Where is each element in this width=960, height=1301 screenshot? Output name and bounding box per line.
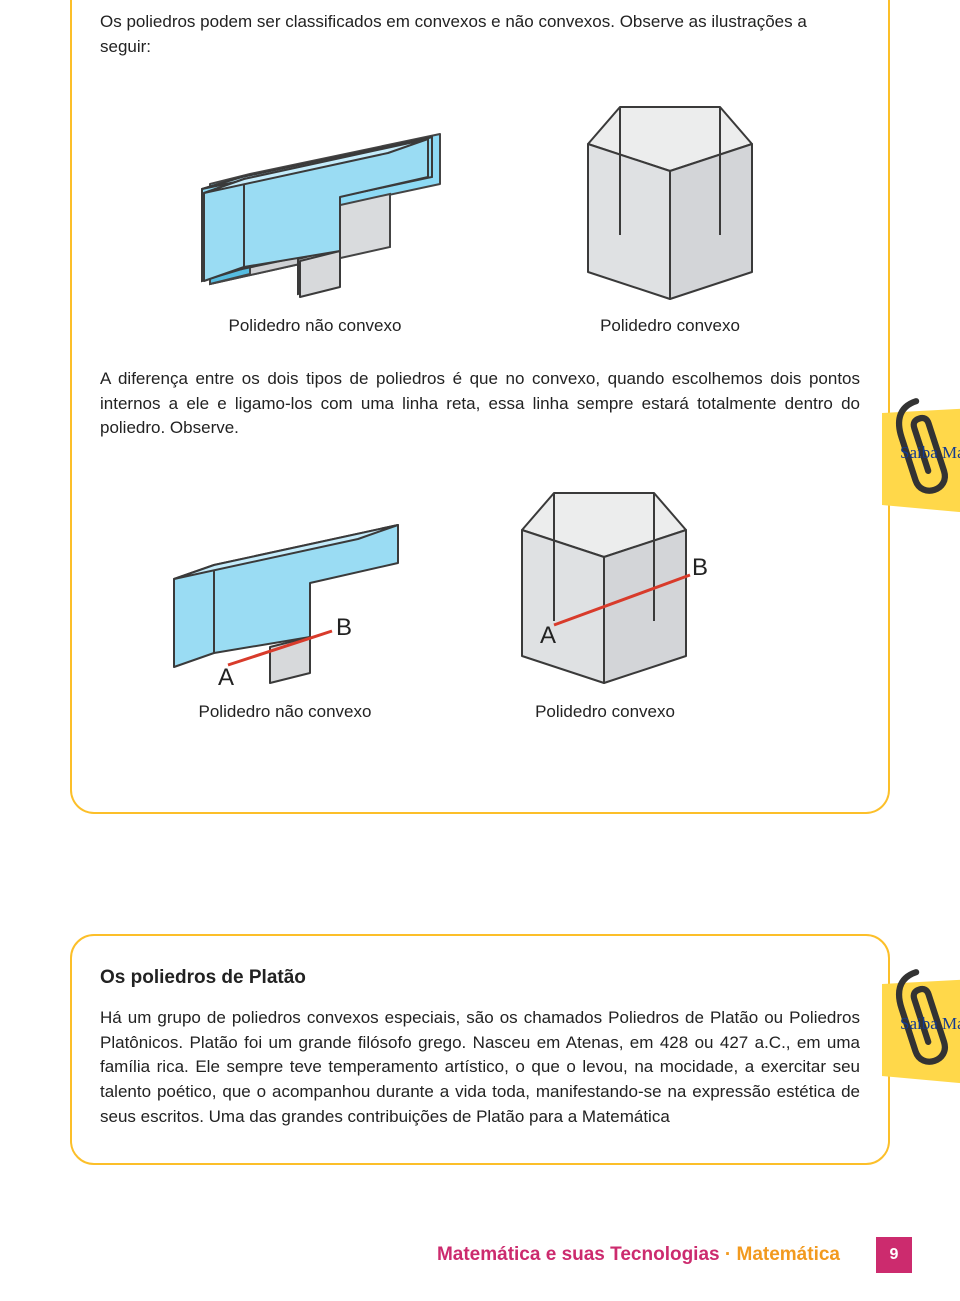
heading-platao: Os poliedros de Platão [100,964,860,992]
svg-convex-ab: A B [500,475,710,690]
figure-row-1: Polidedro não convexo [170,89,860,339]
caption-convex-2: Polidedro convexo [500,700,710,725]
sticky-note-1: Saiba Mais [878,405,960,515]
figure-convex-1: Polidedro convexo [570,89,770,339]
figure-nonconvex-1: Polidedro não convexo [170,119,460,339]
label-A2: A [540,622,556,649]
caption-nonconvex-2: Polidedro não convexo [140,700,430,725]
figure-row-2: A B Polidedro não convexo [140,475,860,725]
svg-nonconvex [170,119,460,304]
card-platao: Os poliedros de Platão Há um grupo de po… [70,934,890,1165]
page-footer: Matemática e suas Tecnologias · Matemáti… [0,1237,960,1273]
card-poliedros-classificacao: Os poliedros podem ser classificados em … [70,0,890,814]
svg-nonconvex-ab: A B [140,495,430,690]
page-number: 9 [876,1237,912,1273]
sticky-label: Saiba Mais [878,441,960,466]
figure-nonconvex-2: A B Polidedro não convexo [140,495,430,725]
footer-title: Matemática e suas Tecnologias · Matemáti… [437,1241,840,1269]
sticky-label: Saiba Mais [878,1012,960,1037]
figure-convex-2: A B Polidedro convexo [500,475,710,725]
caption-convex-1: Polidedro convexo [570,314,770,339]
paragraph-diferenca: A diferença entre os dois tipos de polie… [100,367,860,441]
intro-text: Os poliedros podem ser classificados em … [100,10,860,59]
label-A: A [218,664,234,690]
sticky-note-2: Saiba Mais [878,976,960,1086]
svg-convex [570,89,770,304]
label-B: B [336,614,352,641]
paragraph-platao: Há um grupo de poliedros convexos especi… [100,1006,860,1129]
caption-nonconvex-1: Polidedro não convexo [170,314,460,339]
label-B2: B [692,554,708,581]
